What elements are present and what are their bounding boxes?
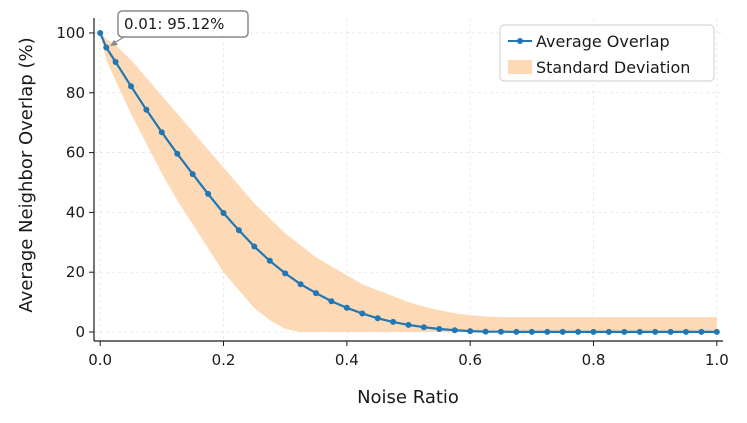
average-overlap-point: [235, 227, 242, 234]
x-tick-label: 0.6: [458, 351, 482, 369]
x-tick-label: 0.0: [88, 351, 112, 369]
average-overlap-point: [158, 129, 165, 136]
average-overlap-point: [605, 328, 612, 335]
std-band-layer: [100, 33, 717, 332]
average-overlap-point: [482, 328, 489, 335]
average-overlap-point: [328, 298, 335, 305]
average-overlap-point: [128, 83, 134, 90]
average-overlap-point: [103, 44, 110, 51]
average-overlap-point: [451, 327, 458, 334]
y-tick-label: 0: [75, 323, 85, 341]
legend-label-average: Average Overlap: [536, 32, 670, 51]
x-tick-label: 1.0: [705, 351, 729, 369]
average-overlap-point: [544, 328, 551, 335]
y-axis-label: Average Neighbor Overlap (%): [16, 37, 37, 312]
annotation-box: [117, 10, 249, 38]
average-overlap-point: [405, 321, 412, 328]
average-overlap-point: [313, 290, 319, 297]
average-overlap-point: [189, 171, 196, 178]
average-overlap-point: [652, 328, 659, 335]
average-overlap-point: [621, 328, 628, 335]
legend-label-std: Standard Deviation: [536, 58, 690, 77]
average-overlap-point: [359, 310, 366, 317]
average-overlap-point: [282, 270, 289, 277]
legend-band-swatch: [508, 60, 532, 74]
average-overlap-point: [266, 257, 273, 264]
legend: Average Overlap Standard Deviation: [499, 24, 715, 82]
average-overlap-point: [112, 59, 119, 65]
average-overlap-point: [205, 190, 212, 197]
average-overlap-point: [636, 328, 643, 335]
std-band: [100, 33, 717, 332]
average-overlap-point: [174, 150, 181, 157]
average-overlap-point: [559, 328, 566, 335]
axes: [93, 18, 723, 342]
x-tick-label: 0.4: [335, 351, 359, 369]
x-tick-label: 0.2: [212, 351, 236, 369]
ticks: 0.0 0.2 0.4 0.6 0.8 1.0 0 20 40 60 80 100: [56, 24, 728, 369]
average-overlap-point: [251, 243, 258, 250]
y-tick-label: 80: [66, 84, 85, 102]
average-overlap-point: [683, 328, 689, 335]
average-overlap-point: [575, 328, 582, 335]
x-tick-label: 0.8: [582, 351, 606, 369]
legend-frame: [499, 24, 715, 82]
average-overlap-point: [143, 106, 150, 113]
average-overlap-point: [467, 328, 474, 335]
average-overlap-point: [513, 328, 520, 335]
average-overlap-point: [528, 328, 535, 335]
annotation: 0.01: 95.12%: [110, 10, 249, 46]
annotation-arrow-head: [110, 40, 118, 46]
average-overlap-point: [97, 30, 104, 36]
average-overlap-point: [343, 304, 350, 311]
average-overlap-point: [220, 210, 227, 216]
average-overlap-point: [713, 328, 720, 335]
average-overlap-point: [390, 318, 397, 325]
y-tick-label: 60: [66, 144, 85, 162]
average-overlap-point: [436, 326, 443, 332]
average-overlap-point: [420, 324, 427, 331]
average-overlap-point: [297, 281, 304, 288]
average-overlap-point: [590, 328, 597, 335]
y-tick-label: 40: [66, 203, 85, 221]
average-line-layer: [97, 30, 720, 335]
average-overlap-point: [667, 328, 674, 335]
average-overlap-point: [698, 328, 705, 335]
average-overlap-point: [498, 328, 504, 335]
x-axis-label: Noise Ratio: [357, 387, 459, 408]
y-tick-label: 20: [66, 263, 85, 281]
y-tick-label: 100: [56, 24, 85, 42]
annotation-text: 0.01: 95.12%: [124, 15, 224, 33]
average-overlap-point: [374, 315, 381, 322]
legend-marker-swatch: [517, 38, 523, 44]
